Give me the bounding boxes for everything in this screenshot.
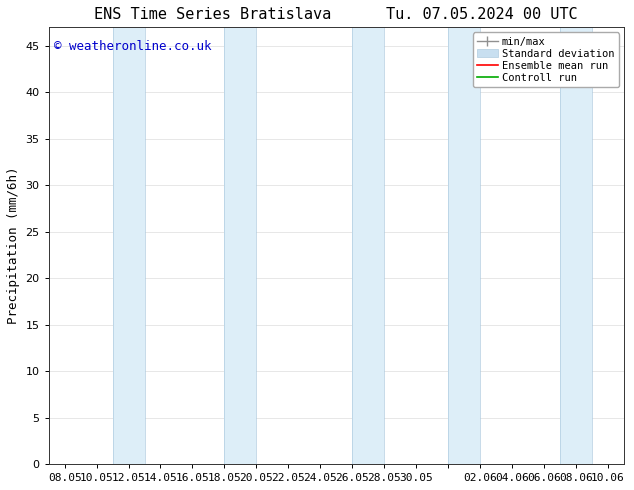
- Bar: [560, 27, 592, 464]
- Bar: [448, 27, 480, 464]
- Title: ENS Time Series Bratislava      Tu. 07.05.2024 00 UTC: ENS Time Series Bratislava Tu. 07.05.202…: [94, 7, 578, 22]
- Y-axis label: Precipitation (mm/6h): Precipitation (mm/6h): [7, 167, 20, 324]
- Text: © weatheronline.co.uk: © weatheronline.co.uk: [55, 40, 212, 53]
- Bar: [353, 27, 384, 464]
- Bar: [224, 27, 256, 464]
- Legend: min/max, Standard deviation, Ensemble mean run, Controll run: min/max, Standard deviation, Ensemble me…: [473, 32, 619, 87]
- Bar: [113, 27, 145, 464]
